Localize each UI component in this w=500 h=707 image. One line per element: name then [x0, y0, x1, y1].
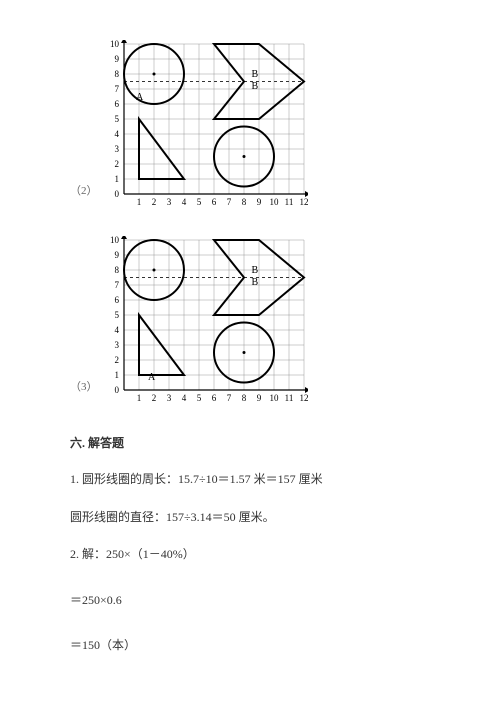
svg-text:5: 5	[197, 393, 202, 403]
svg-text:8: 8	[242, 393, 247, 403]
svg-text:11: 11	[285, 197, 294, 207]
svg-text:1: 1	[115, 370, 120, 380]
solution-line: 1. 圆形线圈的周长：15.7÷10＝1.57 米＝157 厘米	[70, 469, 430, 491]
svg-text:2: 2	[115, 159, 120, 169]
grid-chart: 123456789101112012345678910BBA	[106, 236, 308, 404]
svg-text:12: 12	[300, 197, 309, 207]
solution-line: ＝150（本）	[70, 635, 430, 657]
svg-text:B: B	[252, 69, 259, 80]
svg-text:B: B	[252, 277, 259, 288]
svg-text:0: 0	[115, 189, 120, 199]
svg-text:11: 11	[285, 393, 294, 403]
svg-text:9: 9	[257, 197, 262, 207]
figure-row: （2）123456789101112012345678910BBA	[70, 40, 430, 208]
figure-label: （2）	[70, 182, 98, 198]
svg-text:9: 9	[115, 250, 120, 260]
svg-text:2: 2	[115, 355, 120, 365]
svg-text:10: 10	[270, 197, 280, 207]
svg-text:B: B	[252, 265, 259, 276]
svg-text:4: 4	[115, 325, 120, 335]
svg-text:3: 3	[115, 340, 120, 350]
svg-text:6: 6	[212, 393, 217, 403]
solution-line: ＝250×0.6	[70, 590, 430, 612]
svg-text:5: 5	[197, 197, 202, 207]
svg-text:12: 12	[300, 393, 309, 403]
svg-text:7: 7	[227, 197, 232, 207]
svg-text:3: 3	[115, 144, 120, 154]
svg-text:10: 10	[270, 393, 280, 403]
svg-text:6: 6	[115, 295, 120, 305]
svg-text:B: B	[252, 81, 259, 92]
svg-text:8: 8	[242, 197, 247, 207]
svg-text:8: 8	[115, 265, 120, 275]
svg-text:1: 1	[137, 197, 142, 207]
svg-text:2: 2	[152, 393, 157, 403]
svg-text:1: 1	[115, 174, 120, 184]
svg-text:3: 3	[167, 393, 172, 403]
svg-text:7: 7	[227, 393, 232, 403]
svg-text:6: 6	[115, 99, 120, 109]
figure-label: （3）	[70, 378, 98, 394]
svg-text:A: A	[136, 92, 144, 103]
figure-row: （3）123456789101112012345678910BBA	[70, 236, 430, 404]
svg-text:4: 4	[182, 197, 187, 207]
svg-text:0: 0	[115, 385, 120, 395]
solution-line: 圆形线圈的直径：157÷3.14＝50 厘米。	[70, 507, 430, 529]
svg-text:4: 4	[115, 129, 120, 139]
svg-text:9: 9	[115, 54, 120, 64]
svg-text:3: 3	[167, 197, 172, 207]
svg-text:6: 6	[212, 197, 217, 207]
svg-text:4: 4	[182, 393, 187, 403]
svg-text:2: 2	[152, 197, 157, 207]
svg-text:A: A	[148, 372, 156, 383]
svg-text:9: 9	[257, 393, 262, 403]
section-title: 六. 解答题	[70, 434, 430, 451]
svg-text:7: 7	[115, 280, 120, 290]
svg-text:5: 5	[115, 114, 120, 124]
svg-text:1: 1	[137, 393, 142, 403]
grid-chart: 123456789101112012345678910BBA	[106, 40, 308, 208]
svg-text:10: 10	[110, 40, 120, 49]
svg-text:7: 7	[115, 84, 120, 94]
svg-text:10: 10	[110, 236, 120, 245]
svg-text:8: 8	[115, 69, 120, 79]
svg-text:5: 5	[115, 310, 120, 320]
solution-line: 2. 解：250×（1－40%）	[70, 544, 430, 566]
